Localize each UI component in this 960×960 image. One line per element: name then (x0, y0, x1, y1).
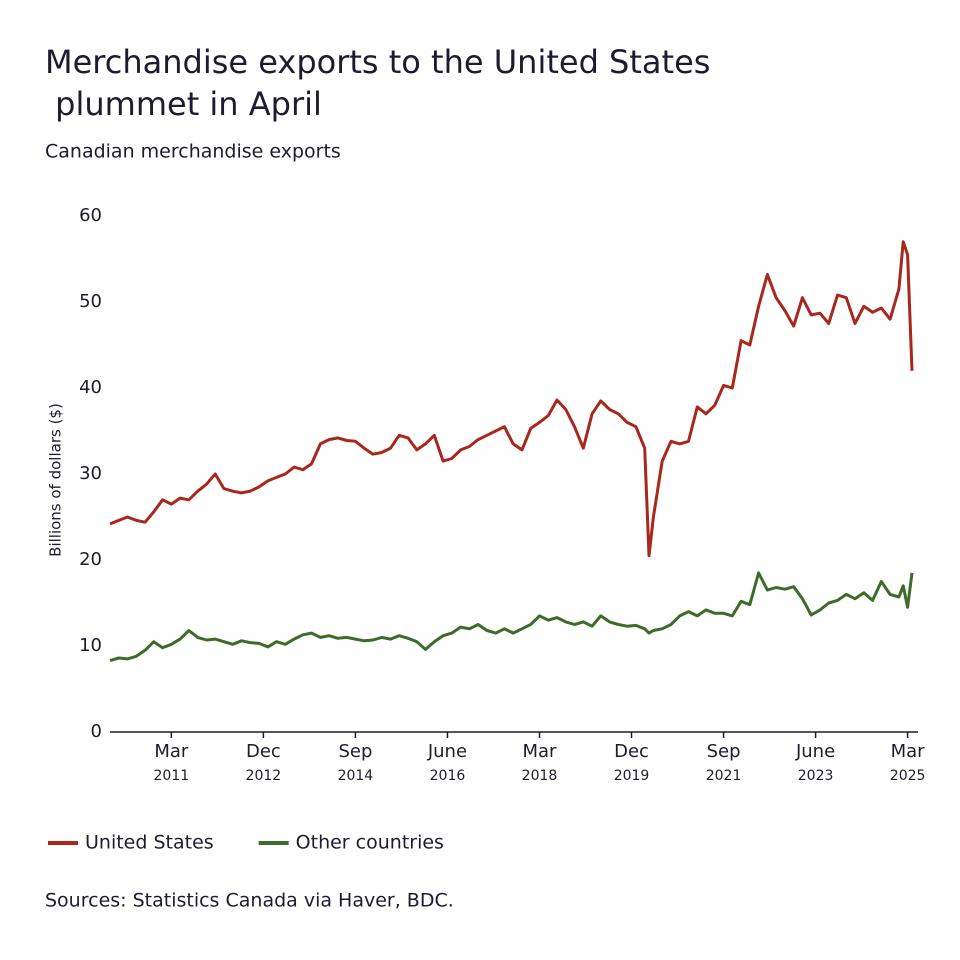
y-tick-label: 30 (79, 463, 102, 484)
x-tick-label: June 2023 (795, 741, 836, 784)
chart-subtitle: Canadian merchandise exports (45, 141, 341, 163)
x-tick-label: Dec 2019 (613, 741, 650, 784)
y-tick-label: 20 (79, 549, 102, 570)
x-tick-label: Mar 2011 (153, 741, 190, 784)
x-tick-label: Dec 2012 (245, 741, 282, 784)
x-tick-label: Sep 2014 (337, 741, 374, 784)
chart-title: Merchandise exports to the United States… (45, 43, 710, 123)
series-line (109, 571, 914, 663)
series-line (109, 240, 914, 558)
y-tick-label: 10 (79, 635, 102, 656)
x-tick-label: June 2016 (427, 741, 468, 784)
legend-label: Other countries (296, 832, 444, 854)
legend-label: United States (85, 832, 214, 854)
y-tick-label: 0 (91, 721, 102, 742)
y-tick-label: 60 (79, 205, 102, 226)
x-tick-label: Mar 2018 (521, 741, 558, 784)
y-tick-label: 40 (79, 377, 102, 398)
source: Sources: Statistics Canada via Haver, BD… (45, 890, 454, 912)
y-tick-label: 50 (79, 291, 102, 312)
x-tick-label: Sep 2021 (705, 741, 742, 784)
y-axis-label: Billions of dollars ($) (47, 403, 65, 557)
x-tick-label: Mar 2025 (889, 741, 926, 784)
